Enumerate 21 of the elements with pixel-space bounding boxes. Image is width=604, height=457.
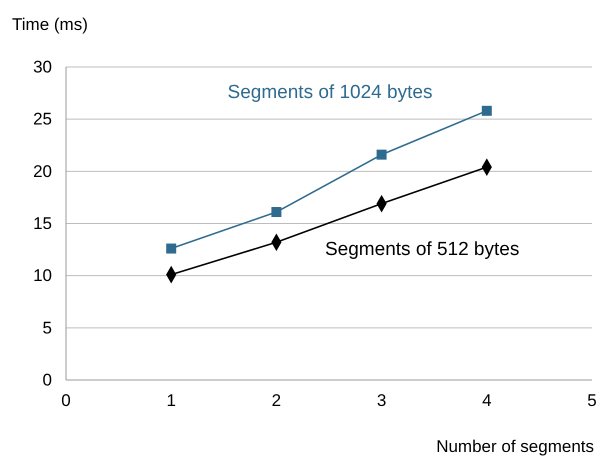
- x-tick-label: 5: [587, 391, 597, 410]
- y-tick-label: 15: [33, 214, 52, 233]
- y-tick-label: 20: [33, 162, 52, 181]
- point: [271, 207, 282, 218]
- y-axis-title: Time (ms): [12, 15, 88, 34]
- point: [166, 244, 176, 254]
- y-tick-label: 0: [42, 370, 52, 390]
- y-tick-label: 25: [33, 110, 52, 129]
- series-label: Segments of 1024 bytes: [228, 82, 432, 103]
- y-tick-label: 30: [33, 57, 52, 76]
- point: [376, 150, 387, 160]
- x-tick-label: 1: [166, 391, 176, 410]
- x-tick-label: 3: [376, 391, 386, 410]
- x-axis-title: Number of segments: [436, 437, 594, 456]
- y-tick-label: 10: [33, 266, 52, 286]
- x-tick-label: 0: [61, 391, 71, 410]
- y-tick-label: 5: [42, 318, 52, 338]
- x-tick-label: 2: [272, 391, 282, 410]
- point: [482, 106, 492, 116]
- series-label: Segments of 512 bytes: [325, 239, 520, 260]
- x-tick-label: 4: [482, 391, 492, 410]
